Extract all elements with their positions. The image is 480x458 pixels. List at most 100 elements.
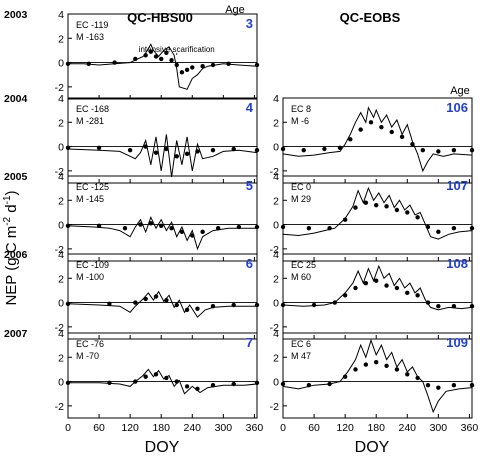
ec-data-point <box>415 375 420 381</box>
ec-data-point <box>415 293 420 298</box>
panel-frame <box>67 97 258 184</box>
ec-data-point <box>301 148 306 153</box>
y-tick-label: -2 <box>270 244 279 256</box>
m-stat: M 29 <box>291 194 311 204</box>
ec-data-point <box>363 362 369 367</box>
ec-stat: EC 0 <box>291 182 311 192</box>
ec-data-point <box>65 223 71 228</box>
ec-data-point <box>280 381 286 387</box>
y-tick-label: 2 <box>273 117 279 129</box>
ec-data-point <box>65 61 71 66</box>
m-stat: M 60 <box>291 272 311 282</box>
ec-data-point <box>280 302 286 308</box>
year-label: 2004 <box>4 93 28 105</box>
y-tick-label: 0 <box>273 298 279 310</box>
y-tick-label: 0 <box>58 377 64 389</box>
ec-data-point <box>254 224 260 230</box>
ec-data-point <box>231 381 236 387</box>
age-label: 106 <box>446 100 468 115</box>
xlabel-right: DOY <box>355 439 390 456</box>
model-series-line <box>67 215 257 251</box>
ec-data-point <box>184 307 190 313</box>
ec-data-point <box>190 65 195 70</box>
ec-data-point <box>174 302 179 308</box>
y-tick-label: -2 <box>270 166 279 178</box>
ec-data-point <box>226 61 231 66</box>
ec-data-point <box>127 148 133 153</box>
ec-data-point <box>451 226 457 231</box>
ec-data-point <box>374 359 379 365</box>
ec-data-point <box>327 226 332 231</box>
x-tick-label: 240 <box>399 422 417 434</box>
ec-data-point <box>436 229 441 235</box>
ec-data-point <box>254 62 260 68</box>
ec-data-point <box>280 146 286 152</box>
ec-data-point <box>184 151 190 157</box>
ec-data-point <box>254 302 260 308</box>
ec-data-point <box>195 386 200 392</box>
ec-data-point <box>368 120 374 125</box>
ylabel: NEP (g C m-2 d-1) <box>2 190 20 305</box>
ec-data-point <box>469 148 475 153</box>
y-tick-label: 0 <box>273 220 279 232</box>
ec-data-point <box>164 50 169 56</box>
y-tick-label: 4 <box>58 328 64 340</box>
y-tick-label: 2 <box>58 352 64 364</box>
age-label: 3 <box>246 16 253 31</box>
ec-data-point <box>348 137 353 142</box>
ec-data-point <box>469 226 475 231</box>
y-tick-label: 4 <box>273 171 279 183</box>
ec-data-point <box>322 146 327 152</box>
ec-data-point <box>374 202 379 208</box>
y-tick-label: 0 <box>58 220 64 232</box>
ec-data-point <box>389 129 394 135</box>
ec-data-point <box>353 367 358 372</box>
panel-qc-eobs-2005: -2 0 2 4 EC 0 M 29 107 <box>270 171 475 262</box>
age-header-right: Age <box>450 85 470 97</box>
right-panel-title: QC-EOBS <box>340 10 401 25</box>
x-tick-label: 360 <box>246 422 264 434</box>
ec-data-point <box>405 290 410 296</box>
annotation-label: intensive scarification <box>139 45 215 54</box>
x-tick-label: 300 <box>215 422 233 434</box>
model-series-line <box>282 264 473 311</box>
ec-data-point <box>384 204 389 209</box>
panel-frame <box>282 332 473 419</box>
ec-stat: EC -125 <box>76 182 109 192</box>
y-tick-label: 4 <box>273 328 279 340</box>
ec-data-point <box>231 146 236 152</box>
ec-data-point <box>254 148 260 153</box>
ec-data-point <box>195 306 200 311</box>
ec-data-point <box>436 385 441 390</box>
y-tick-label: 0 <box>58 298 64 310</box>
ec-data-point <box>384 283 389 288</box>
y-tick-label: 2 <box>273 352 279 364</box>
ec-stat: EC -119 <box>76 20 108 30</box>
ec-data-point <box>311 302 317 308</box>
y-tick-label: 4 <box>58 93 64 105</box>
ec-data-point <box>107 301 112 306</box>
ec-data-point <box>200 64 205 69</box>
age-label: 107 <box>446 178 468 193</box>
ec-data-point <box>342 293 348 298</box>
ec-data-point <box>342 217 348 222</box>
ec-data-point <box>143 53 148 58</box>
ec-data-point <box>112 60 117 65</box>
ec-data-point <box>143 144 148 149</box>
panel-qc-eobs-2004: -2 0 2 4 EC 8 M -6 106 <box>270 93 475 184</box>
m-stat: M -145 <box>76 194 104 204</box>
year-label: 2006 <box>4 249 28 261</box>
ec-stat: EC -109 <box>76 260 109 270</box>
ec-data-point <box>107 380 112 385</box>
y-tick-label: -2 <box>55 322 64 334</box>
ec-stat: EC -168 <box>76 104 109 114</box>
ec-data-point <box>143 374 148 379</box>
ec-data-point <box>280 224 286 230</box>
ec-data-point <box>164 146 169 152</box>
panel-frame <box>282 253 473 340</box>
ec-data-point <box>306 226 312 231</box>
ec-data-point <box>148 49 154 54</box>
x-tick-label: 120 <box>336 422 354 434</box>
ec-data-point <box>65 380 71 385</box>
